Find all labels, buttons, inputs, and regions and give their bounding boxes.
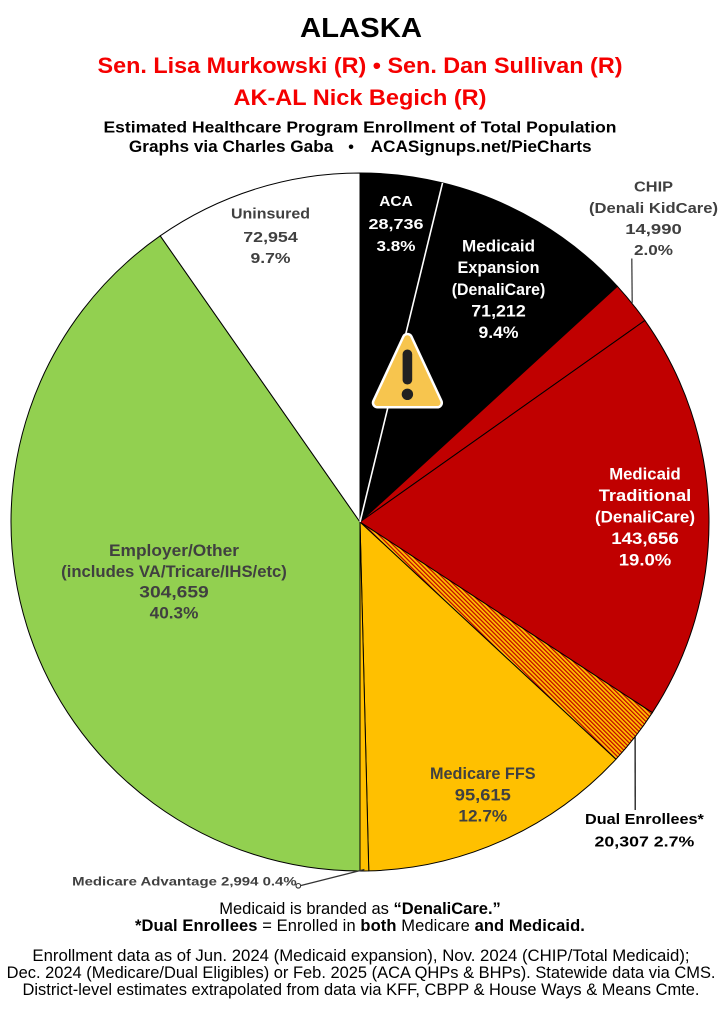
- svg-text:Graphs via Charles Gaba: Graphs via Charles Gaba: [129, 138, 334, 156]
- svg-text:Dual Enrollees*: Dual Enrollees*: [585, 811, 704, 828]
- svg-text:ACASignups.net/PieCharts: ACASignups.net/PieCharts: [371, 138, 592, 156]
- svg-text:(includes VA/Tricare/IHS/etc): (includes VA/Tricare/IHS/etc): [61, 562, 287, 581]
- svg-text:Medicaid: Medicaid: [462, 236, 535, 255]
- svg-text:19.0%: 19.0%: [619, 551, 672, 570]
- svg-text:Medicare FFS: Medicare FFS: [430, 764, 536, 783]
- svg-text:(DenaliCare): (DenaliCare): [595, 508, 695, 527]
- svg-text:12.7%: 12.7%: [458, 807, 507, 826]
- svg-text:ALASKA: ALASKA: [300, 12, 422, 43]
- svg-text:71,212: 71,212: [471, 302, 526, 321]
- svg-text:2.0%: 2.0%: [634, 243, 673, 259]
- svg-text:Expansion: Expansion: [458, 258, 540, 277]
- svg-text:28,736: 28,736: [369, 216, 424, 233]
- svg-text:40.3%: 40.3%: [150, 603, 199, 622]
- svg-text:9.7%: 9.7%: [251, 250, 291, 267]
- svg-text:95,615: 95,615: [455, 785, 511, 804]
- svg-text:(Denali KidCare): (Denali KidCare): [589, 201, 718, 217]
- svg-text:Estimated Healthcare Program E: Estimated Healthcare Program Enrollment …: [104, 120, 617, 137]
- svg-text:14,990: 14,990: [625, 222, 682, 238]
- svg-text:AK-AL Nick Begich (R): AK-AL Nick Begich (R): [234, 85, 487, 110]
- svg-text:3.8%: 3.8%: [377, 238, 416, 255]
- svg-text:72,954: 72,954: [243, 229, 298, 246]
- svg-text:Sen. Lisa Murkowski (R) • Sen.: Sen. Lisa Murkowski (R) • Sen. Dan Sulli…: [98, 53, 623, 78]
- svg-text:304,659: 304,659: [139, 583, 209, 602]
- svg-text:Employer/Other: Employer/Other: [109, 541, 239, 560]
- svg-text:CHIP: CHIP: [634, 180, 673, 196]
- svg-text:143,656: 143,656: [611, 529, 679, 548]
- svg-text:(DenaliCare): (DenaliCare): [452, 280, 546, 299]
- svg-text:Medicaid: Medicaid: [609, 465, 681, 484]
- svg-text:Traditional: Traditional: [599, 486, 692, 505]
- svg-text:20,307 2.7%: 20,307 2.7%: [595, 834, 695, 851]
- svg-text:Uninsured: Uninsured: [231, 206, 310, 223]
- svg-text:Medicare Advantage 2,994 0.4%: Medicare Advantage 2,994 0.4%: [72, 875, 297, 889]
- svg-text:9.4%: 9.4%: [479, 323, 519, 342]
- svg-text:ACA: ACA: [379, 193, 413, 210]
- svg-text:•: •: [348, 139, 354, 156]
